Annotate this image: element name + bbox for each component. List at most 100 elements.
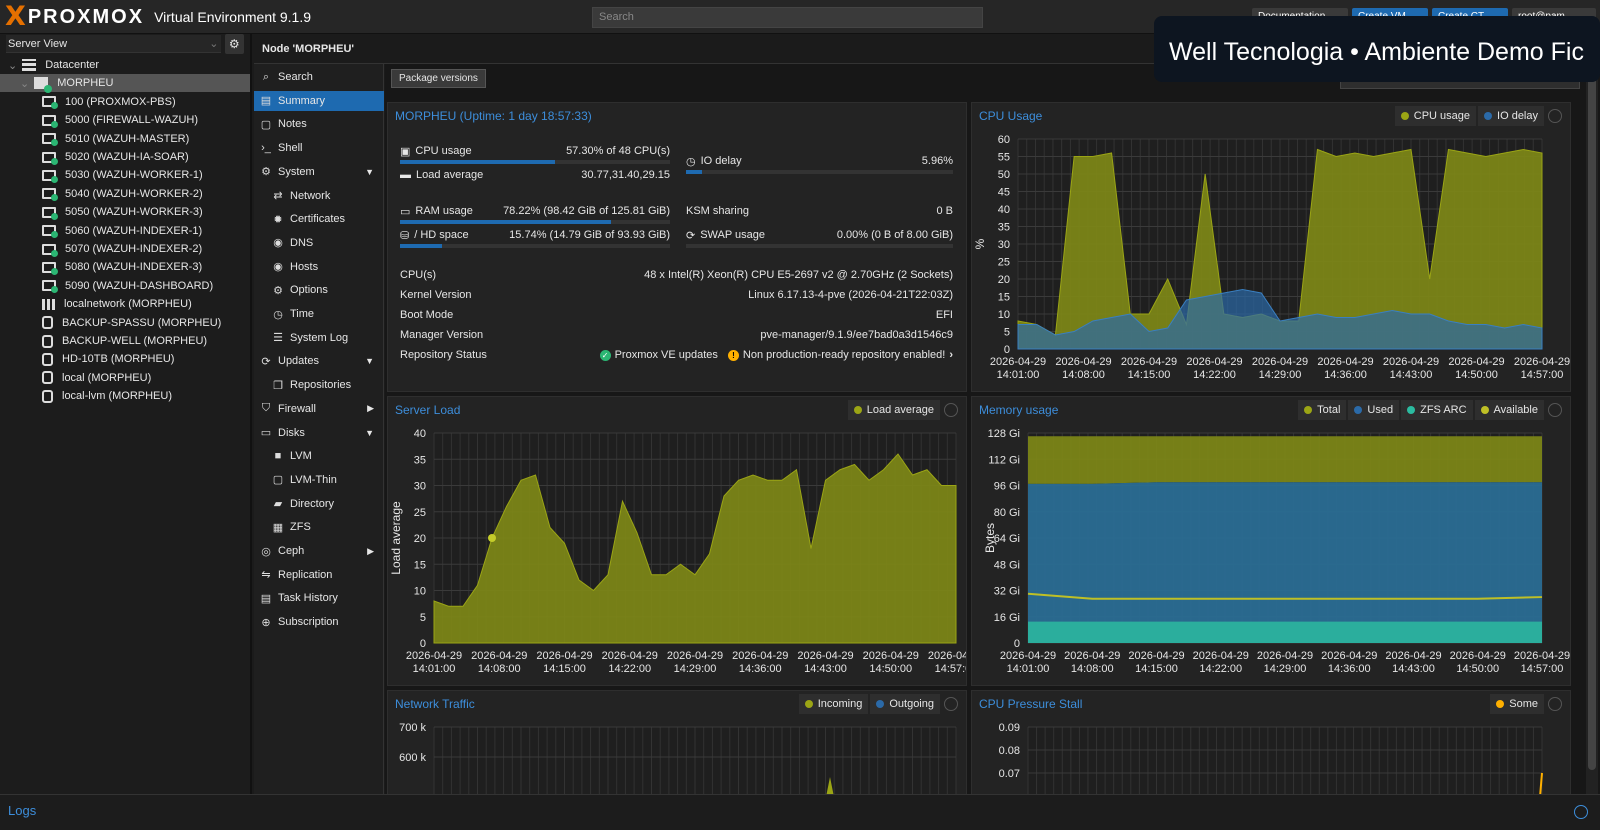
view-selector[interactable]: Server View ⌄ [6, 35, 221, 53]
chevron-right-icon[interactable]: ▶ [367, 403, 374, 414]
tree-item-vm[interactable]: 5000 (FIREWALL-WAZUH) [42, 111, 198, 129]
menu-item-options[interactable]: ⚙ Options [254, 280, 384, 300]
tree-toggle-icon[interactable]: ⌄ [8, 59, 18, 72]
legend-incoming[interactable]: Incoming [798, 694, 869, 714]
menu-item-lvm-thin[interactable]: ▢ LVM-Thin [254, 470, 384, 490]
chevron-down-icon[interactable]: ▼ [365, 427, 374, 438]
logs-panel[interactable]: Logs [0, 794, 1600, 830]
legend-label: CPU usage [1413, 110, 1471, 122]
panel-collapse-icon[interactable] [944, 403, 958, 417]
expand-logs-icon[interactable] [1574, 805, 1588, 819]
x-tick-date: 2026-04-29 [863, 650, 919, 662]
menu-item-system-log[interactable]: ☰ System Log [254, 328, 384, 348]
menu-item-time[interactable]: ◷ Time [254, 304, 384, 324]
tree-item-vm[interactable]: 100 (PROXMOX-PBS) [42, 93, 176, 111]
menu-item-notes[interactable]: ▢ Notes [254, 114, 384, 134]
menu-item-certificates[interactable]: ✹ Certificates [254, 209, 384, 229]
legend-io-delay[interactable]: IO delay [1478, 106, 1544, 126]
x-tick-time: 14:29:00 [1264, 663, 1307, 675]
tree-item-vm[interactable]: 5010 (WAZUH-MASTER) [42, 130, 189, 148]
legend-cpu-usage[interactable]: CPU usage [1394, 106, 1477, 126]
tree-item-vm[interactable]: 5030 (WAZUH-WORKER-1) [42, 166, 203, 184]
legend-outgoing[interactable]: Outgoing [870, 694, 940, 714]
legend-total[interactable]: Total [1298, 400, 1347, 420]
menu-item-replication[interactable]: ⇋ Replication [254, 565, 384, 585]
tree-item-datacenter[interactable]: ⌄ Datacenter [8, 56, 99, 74]
menu-item-shell[interactable]: ›_ Shell [254, 138, 384, 158]
chevron-down-icon[interactable]: ▼ [365, 356, 374, 367]
x-tick-date: 2026-04-29 [1252, 356, 1308, 368]
series-area-zfs-arc [1028, 621, 1542, 643]
hd-space-value: 15.74% (14.79 GiB of 93.93 GiB) [509, 229, 670, 241]
tree-item-storage[interactable]: local-lvm (MORPHEU) [42, 387, 172, 405]
gear-icon[interactable]: ⚙ [224, 34, 244, 54]
menu-item-directory[interactable]: ▰ Directory [254, 494, 384, 514]
ksm-sharing-value: 0 B [936, 205, 953, 217]
menu-item-search[interactable]: ⌕ Search [254, 67, 384, 87]
y-tick-label: 0.08 [999, 745, 1020, 757]
x-tick-time: 14:22:00 [1193, 369, 1236, 381]
tree-item-vm[interactable]: 5090 (WAZUH-DASHBOARD) [42, 277, 213, 295]
tree-item-storage[interactable]: BACKUP-SPASSU (MORPHEU) [42, 314, 221, 332]
menu-item-subscription[interactable]: ⊕ Subscription [254, 612, 384, 632]
menu-item-updates[interactable]: ⟳ Updates ▼ [254, 351, 384, 371]
x-tick-time: 14:36:00 [1328, 663, 1371, 675]
tree-item-storage[interactable]: BACKUP-WELL (MORPHEU) [42, 332, 207, 350]
menu-item-label: Shell [278, 142, 303, 155]
chevron-down-icon[interactable]: ▼ [365, 166, 374, 177]
progress-fill [400, 244, 443, 248]
y-tick-label: 20 [998, 274, 1010, 286]
legend-used[interactable]: Used [1348, 400, 1400, 420]
square-icon: ■ [274, 450, 282, 463]
x-tick-time: 14:36:00 [739, 663, 782, 675]
legend-some[interactable]: Some [1490, 694, 1544, 714]
y-tick-label: 128 Gi [988, 428, 1020, 440]
panel-collapse-icon[interactable] [944, 697, 958, 711]
cpu-usage-row: ▣ CPU usage 57.30% of 48 CPU(s) [400, 143, 670, 159]
menu-item-system[interactable]: ⚙ System ▼ [254, 162, 384, 182]
tree-item-vm[interactable]: 5020 (WAZUH-IA-SOAR) [42, 148, 189, 166]
chevron-right-icon[interactable]: ▶ [367, 545, 374, 556]
legend-load-average[interactable]: Load average [847, 400, 940, 420]
tree-item-node[interactable]: ⌄ MORPHEU [0, 74, 250, 94]
x-tick-date: 2026-04-29 [797, 650, 853, 662]
tree-item-vm[interactable]: 5080 (WAZUH-INDEXER-3) [42, 258, 202, 276]
menu-item-dns[interactable]: ◉ DNS [254, 233, 384, 253]
tree-item-storage[interactable]: local (MORPHEU) [42, 369, 151, 387]
global-search-input[interactable]: Search [592, 7, 983, 28]
terminal-icon: ›_ [261, 142, 271, 155]
tree-item-label: 100 (PROXMOX-PBS) [65, 95, 176, 108]
hover-point[interactable] [488, 534, 496, 542]
package-versions-button[interactable]: Package versions [391, 69, 486, 88]
legend-available[interactable]: Available [1474, 400, 1544, 420]
legend-zfs-arc[interactable]: ZFS ARC [1401, 400, 1473, 420]
menu-item-summary[interactable]: ▤ Summary [254, 90, 384, 111]
menu-item-task-history[interactable]: ▤ Task History [254, 588, 384, 608]
repository-status-label: Repository Status [400, 349, 487, 361]
tree-item-vm[interactable]: 5050 (WAZUH-WORKER-3) [42, 203, 203, 221]
tree-item-network[interactable]: localnetwork (MORPHEU) [42, 295, 192, 313]
menu-item-lvm[interactable]: ■ LVM [254, 446, 384, 466]
x-tick-time: 14:15:00 [1128, 369, 1171, 381]
menu-item-repositories[interactable]: ❐ Repositories [254, 375, 384, 395]
y-axis-label: % [973, 238, 987, 249]
menu-item-ceph[interactable]: ◎ Ceph ▶ [254, 541, 384, 561]
scrollbar-thumb[interactable] [1588, 70, 1596, 770]
repository-status-row[interactable]: Repository Status ✓ Proxmox VE updates !… [400, 347, 953, 363]
search-icon: ⌕ [262, 70, 270, 83]
tree-item-vm[interactable]: 5040 (WAZUH-WORKER-2) [42, 185, 203, 203]
menu-item-disks[interactable]: ▭ Disks ▼ [254, 423, 384, 443]
menu-item-firewall[interactable]: ⛉ Firewall ▶ [254, 399, 384, 419]
panel-collapse-icon[interactable] [1548, 109, 1562, 123]
panel-collapse-icon[interactable] [1548, 403, 1562, 417]
tree-item-storage[interactable]: HD-10TB (MORPHEU) [42, 350, 174, 368]
tree-item-vm[interactable]: 5070 (WAZUH-INDEXER-2) [42, 240, 202, 258]
panel-collapse-icon[interactable] [1548, 697, 1562, 711]
pressure-chart-legend: Some [1490, 694, 1544, 714]
tree-toggle-icon[interactable]: ⌄ [20, 77, 30, 90]
tree-item-vm[interactable]: 5060 (WAZUH-INDEXER-1) [42, 222, 202, 240]
menu-item-zfs[interactable]: ▦ ZFS [254, 517, 384, 537]
menu-item-network[interactable]: ⇄ Network [254, 186, 384, 206]
content-scrollbar[interactable] [1586, 66, 1598, 794]
menu-item-hosts[interactable]: ◉ Hosts [254, 257, 384, 277]
